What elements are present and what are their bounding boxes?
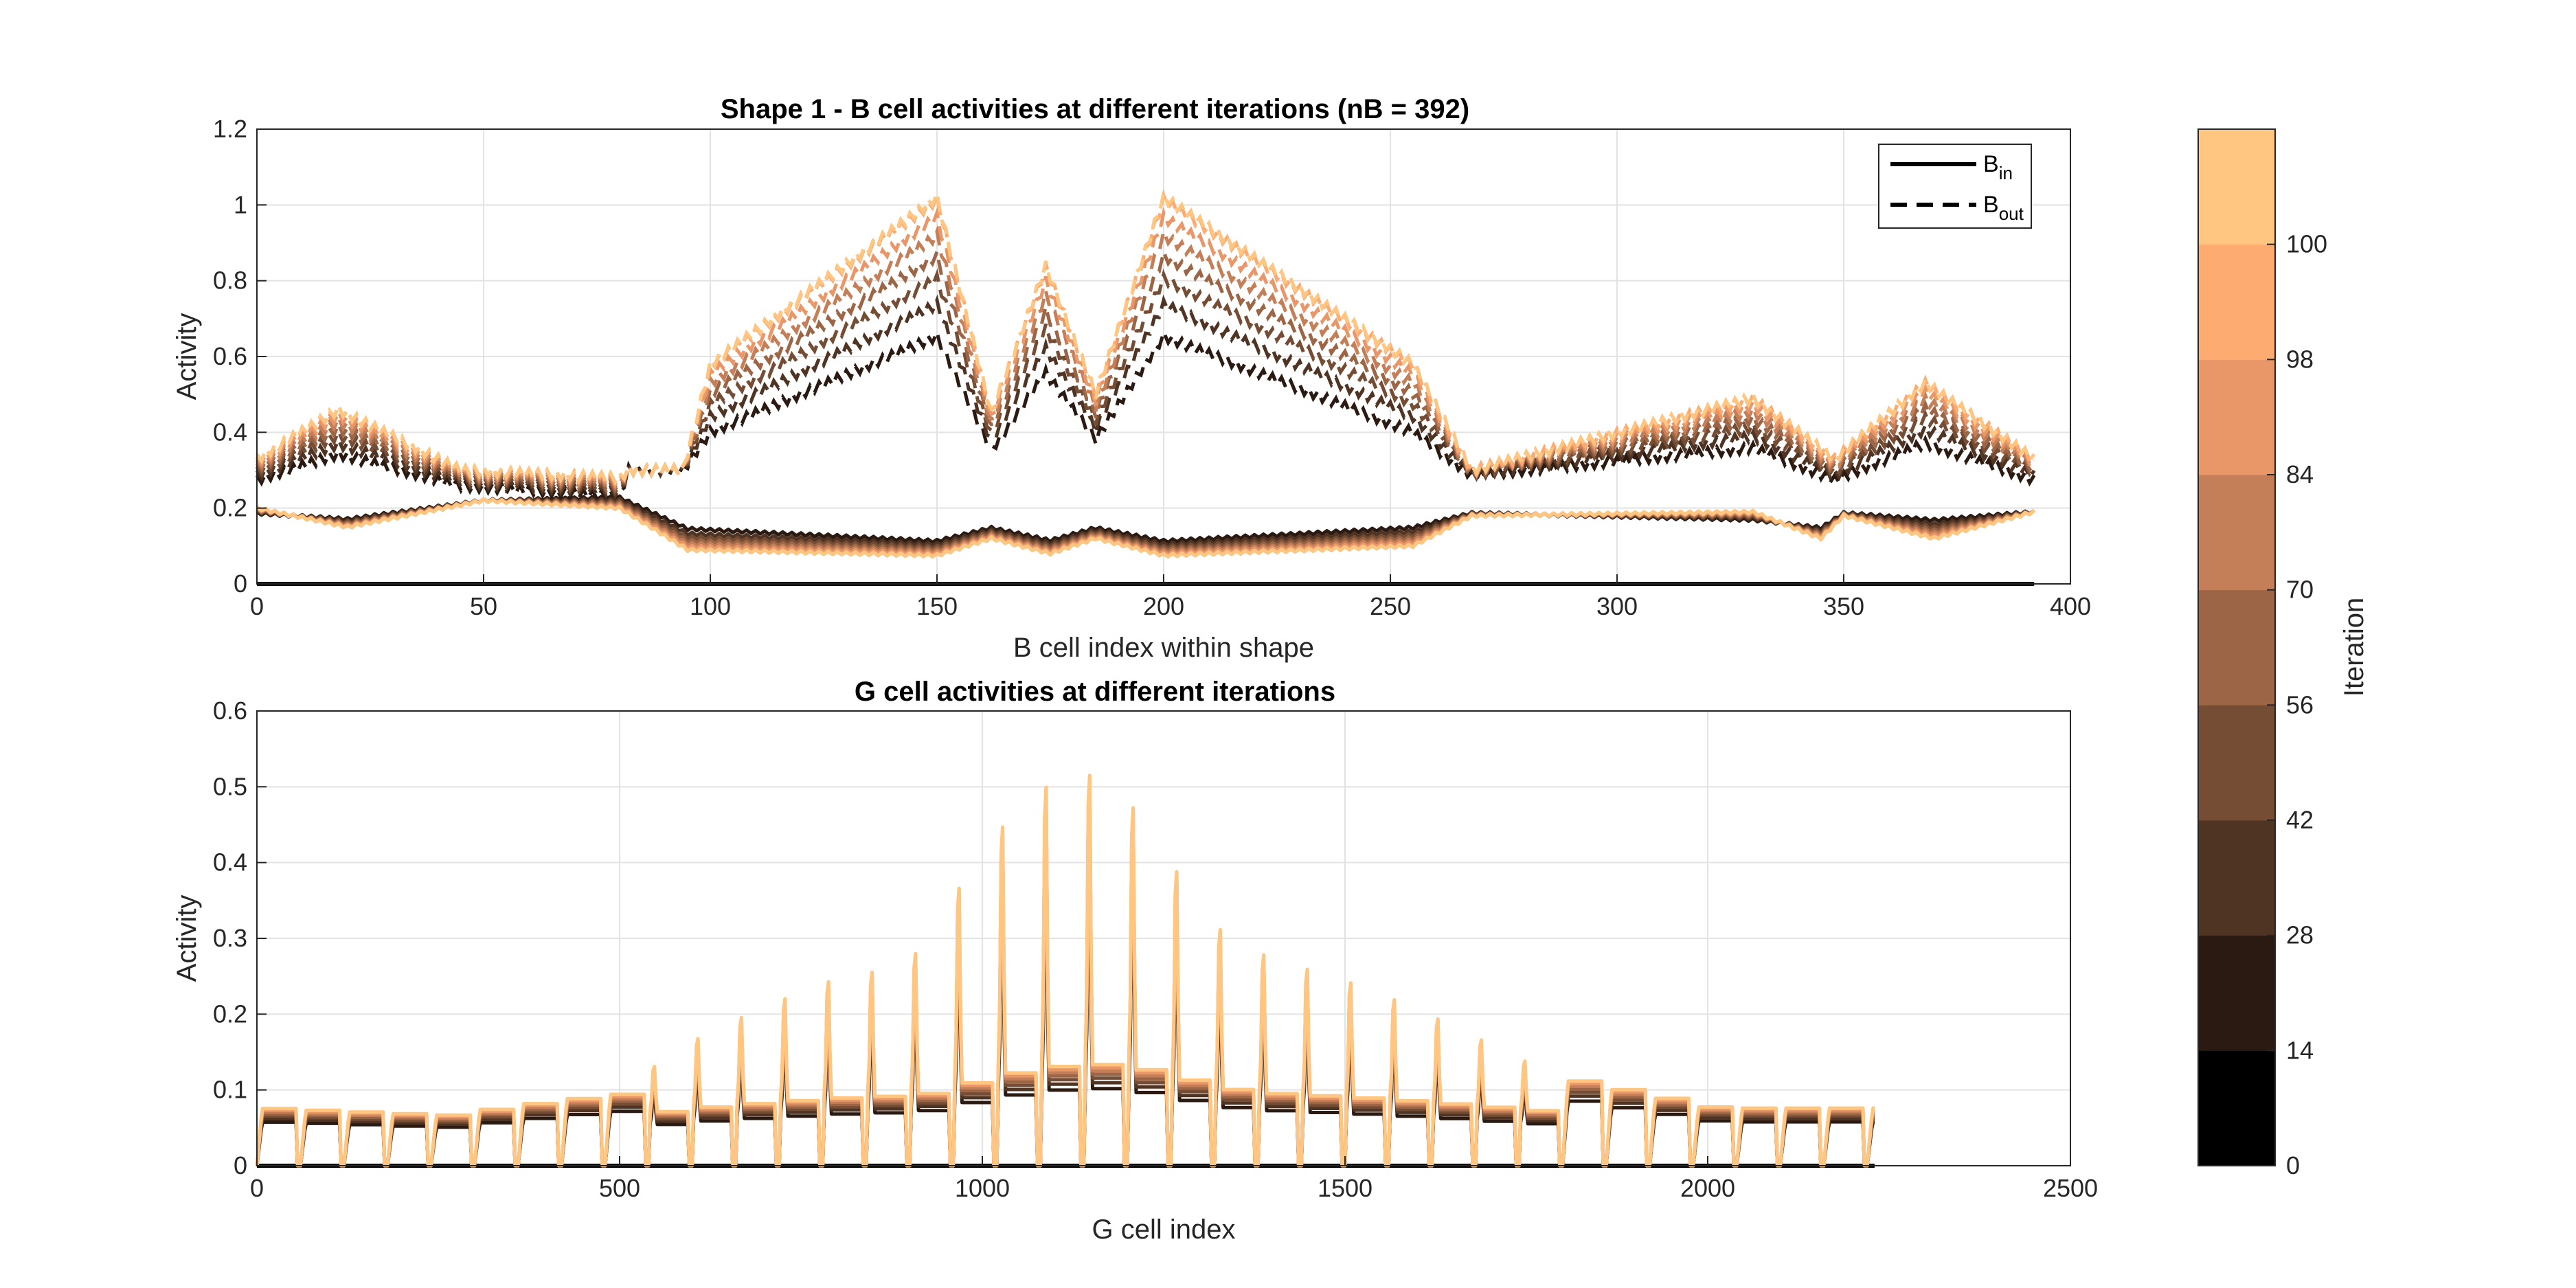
x-tick-label: 300 (1596, 592, 1638, 620)
colorbar-block-0 (2198, 1050, 2275, 1166)
x-tick-label: 250 (1370, 592, 1411, 620)
colorbar-tick-label: 14 (2286, 1036, 2314, 1064)
y-tick-label: 0.4 (213, 848, 247, 877)
colorbar-tick-label: 84 (2286, 460, 2314, 488)
y-tick-label: 0.4 (213, 418, 247, 446)
legend-entry-b-out: Bout (1983, 192, 2024, 224)
x-tick-label: 0 (250, 1174, 264, 1202)
bottom-chart-title: G cell activities at different iteration… (855, 677, 1335, 707)
colorbar-block-56 (2198, 589, 2275, 705)
colorbar-blocks (2198, 129, 2275, 1166)
top-legend: Bin Bout (1878, 144, 2032, 229)
colorbar-label: Iteration (2339, 598, 2369, 697)
b-out-line-iter-14 (255, 326, 2036, 505)
b-out-line-iter-100 (255, 185, 2036, 486)
colorbar-tick-label: 28 (2286, 921, 2314, 949)
bottom-ticks: 0 500 1000 1500 2000 2500 0 0.1 0.2 0.3 0.4 0.5 0.6 (213, 697, 2098, 1202)
x-tick-label: 350 (1823, 592, 1864, 620)
colorbar-block-100 (2198, 129, 2275, 245)
colorbar-block-42 (2198, 705, 2275, 821)
y-tick-label: 0.8 (213, 267, 247, 295)
top-chart: 0 50 100 150 200 250 300 350 400 0 0.2 0.4 0.6 0.8 1 1.… (172, 94, 2091, 663)
top-chart-title: Shape 1 - B cell activities at different… (721, 94, 1469, 124)
top-x-axis-label: B cell index within shape (1013, 633, 1314, 663)
y-tick-label: 0.6 (213, 697, 247, 725)
x-tick-label: 500 (599, 1174, 640, 1202)
bottom-chart: 0 500 1000 1500 2000 250000.10.20.30.40.50.6 … (172, 677, 2098, 1245)
y-tick-label: 0 (234, 1151, 247, 1179)
y-tick-label: 1.2 (213, 115, 247, 143)
x-tick-label: 2500 (2043, 1174, 2098, 1202)
colorbar-frame (2197, 128, 2276, 1166)
y-tick-label: 0 (234, 569, 247, 598)
colorbar-tick-label: 100 (2286, 230, 2327, 258)
legend-box (1878, 144, 2032, 229)
x-tick-label: 150 (916, 592, 958, 620)
colorbar-block-28 (2198, 820, 2275, 936)
x-tick-label: 400 (2050, 592, 2091, 620)
colorbar-tick-label: 70 (2286, 576, 2314, 604)
y-tick-label: 0.6 (213, 342, 247, 370)
colorbar-block-14 (2198, 935, 2275, 1051)
x-tick-label: 50 (470, 592, 497, 620)
colorbar-block-70 (2198, 475, 2275, 591)
colorbar-block-98 (2198, 244, 2275, 360)
top-ticks: 0 50 100 150 200 250 300 350 400 0 0.2 0.4 0.6 0.8 1 1.… (213, 115, 2091, 620)
colorbar: 0 14 28 42 56 70 84 98 100 Iteration (2197, 128, 2369, 1179)
b-in-line-iter-100 (256, 497, 2035, 559)
y-tick-label: 0.2 (213, 999, 247, 1028)
colorbar-tick-label: 56 (2286, 690, 2314, 719)
colorbar-block-84 (2198, 359, 2275, 475)
x-tick-label: 1500 (1318, 1174, 1372, 1202)
y-tick-label: 0.5 (213, 772, 247, 800)
y-tick-label: 0.3 (213, 924, 247, 952)
bottom-y-axis-label: Activity (172, 895, 202, 982)
y-tick-label: 0.1 (213, 1076, 247, 1104)
x-tick-label: 100 (690, 592, 731, 620)
legend-entry-b-in: Bin (1983, 151, 2013, 183)
colorbar-tick-label: 42 (2286, 806, 2314, 834)
y-tick-label: 0.2 (213, 494, 247, 522)
x-tick-label: 1000 (955, 1174, 1010, 1202)
x-tick-label: 2000 (1680, 1174, 1735, 1202)
bottom-x-axis-label: G cell index (1092, 1214, 1236, 1245)
colorbar-tick-label: 98 (2286, 345, 2314, 373)
x-tick-label: 200 (1143, 592, 1184, 620)
colorbar-tick-label: 0 (2286, 1151, 2300, 1179)
x-tick-label: 0 (250, 592, 264, 620)
top-series (255, 185, 2036, 586)
top-y-axis-label: Activity (172, 313, 202, 400)
y-tick-label: 1 (234, 190, 247, 218)
colorbar-ticks: 0 14 28 42 56 70 84 98 100 (2267, 230, 2327, 1179)
